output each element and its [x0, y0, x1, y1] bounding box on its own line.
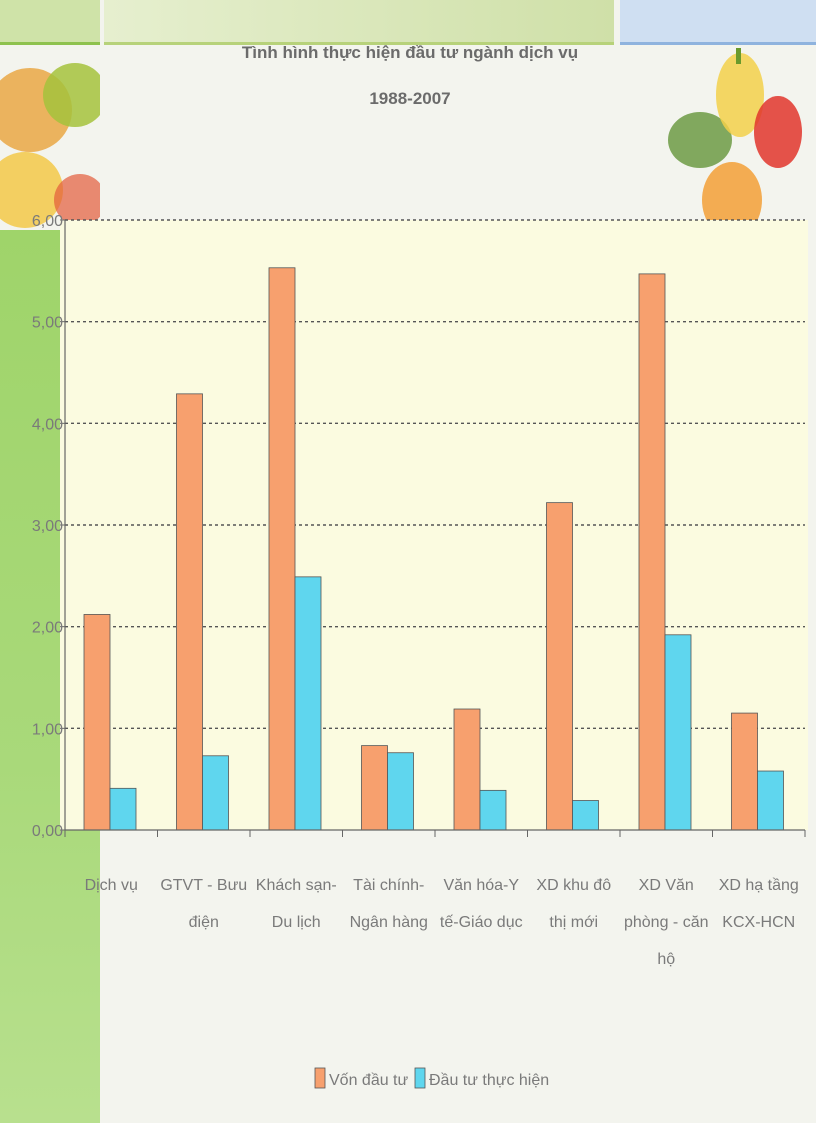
bar-von-dau-tu — [361, 745, 388, 831]
y-tick-label: 0,00 — [32, 823, 63, 840]
y-tick-label: 1,00 — [32, 721, 63, 738]
bar-von-dau-tu — [546, 502, 573, 831]
fruit-decoration-left — [0, 63, 100, 228]
bar-dau-tu-thuc-hien — [387, 752, 414, 831]
pepper-decoration-right — [668, 48, 802, 238]
category-label: Tài chính- — [353, 877, 424, 894]
bar-dau-tu-thuc-hien — [757, 770, 784, 831]
y-tick-label: 4,00 — [32, 416, 63, 433]
category-label: XD Văn — [639, 877, 694, 894]
bar-von-dau-tu — [268, 267, 296, 831]
bar-dau-tu-thuc-hien — [202, 755, 229, 831]
category-label: Dịch vụ — [85, 877, 138, 894]
bar-von-dau-tu — [453, 708, 481, 831]
header-strip-left — [0, 0, 100, 45]
category-label: GTVT - Bưu — [160, 877, 247, 894]
bar-dau-tu-thuc-hien — [572, 800, 599, 831]
bar-dau-tu-thuc-hien — [664, 634, 692, 831]
y-tick-label: 3,00 — [32, 518, 63, 535]
y-tick-label: 2,00 — [32, 620, 63, 637]
header-strip-right — [620, 0, 816, 45]
category-label: Văn hóa-Y — [443, 877, 519, 894]
legend-swatch — [314, 1067, 326, 1089]
header-strip-center — [104, 0, 614, 45]
chart-title-line-2: 1988-2007 — [369, 89, 450, 108]
bar-von-dau-tu — [731, 712, 758, 831]
category-label: Du lịch — [272, 914, 321, 931]
y-tick-label: 5,00 — [32, 315, 63, 332]
bar-von-dau-tu — [638, 273, 666, 831]
category-label: hộ — [657, 951, 675, 968]
category-label: XD khu đô — [536, 877, 611, 894]
bar-von-dau-tu — [83, 614, 111, 831]
legend-label: Vốn đầu tư — [329, 1072, 409, 1089]
category-label: Ngân hàng — [350, 914, 428, 931]
bar-von-dau-tu — [176, 393, 203, 831]
category-label: tế-Giáo dục — [440, 914, 523, 931]
bar-dau-tu-thuc-hien — [294, 576, 322, 831]
bar-dau-tu-thuc-hien — [109, 787, 137, 831]
chart-title-line-1: Tình hình thực hiện đầu tư ngành dịch vụ — [242, 43, 578, 62]
legend-swatch — [414, 1067, 426, 1089]
category-label: phòng - căn — [624, 914, 709, 931]
category-label: Khách sạn- — [256, 877, 337, 894]
category-label: KCX-HCN — [722, 914, 795, 931]
category-label: thị mới — [549, 914, 598, 931]
category-label: XD hạ tầng — [719, 877, 799, 894]
y-tick-label: 6,00 — [32, 213, 63, 230]
category-label: điện — [189, 914, 219, 931]
bar-dau-tu-thuc-hien — [479, 789, 507, 831]
legend-label: Đầu tư thực hiện — [429, 1072, 549, 1089]
